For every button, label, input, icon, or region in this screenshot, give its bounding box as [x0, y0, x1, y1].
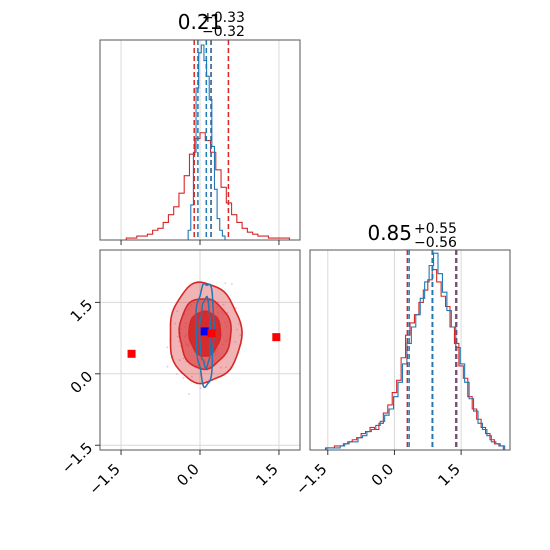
- quantile-lines: [406, 250, 458, 450]
- marginal-panel-param2: −1.5 0.0 1.5 0.85 +0.55 −0.56: [292, 221, 511, 499]
- panel-title: 0.85: [367, 221, 412, 245]
- sample-point: [179, 345, 182, 348]
- sample-point: [230, 283, 233, 285]
- marker-red-square: [272, 333, 281, 342]
- sample-point: [176, 310, 179, 313]
- y-tick-label: −1.5: [58, 439, 96, 477]
- sample-point: [178, 340, 180, 343]
- y-ticks: −1.5 0.0 1.5: [58, 296, 100, 477]
- sample-point: [234, 341, 237, 343]
- contour-panel: −1.5 0.0 1.5 −1.5 0.0 1.5: [58, 249, 301, 499]
- marginal-panel-param1: 0.21 +0.33 −0.32: [99, 10, 301, 245]
- quantile-lines: [193, 40, 230, 240]
- sample-point: [220, 366, 222, 369]
- sample-point: [225, 366, 228, 369]
- marker-points: [127, 327, 281, 358]
- panel-title: 0.21: [178, 10, 223, 34]
- sample-point: [178, 359, 181, 362]
- x-tick-label: 1.5: [252, 460, 282, 490]
- sample-point: [191, 375, 193, 378]
- sample-point: [224, 282, 227, 284]
- x-tick-label: 0.0: [173, 460, 203, 490]
- sample-point: [226, 311, 229, 314]
- histogram-red-series: [325, 269, 504, 450]
- title-lower-error: −0.56: [414, 235, 457, 251]
- blue-contours: [195, 282, 215, 389]
- sample-point: [176, 335, 179, 338]
- title-median: 0.21: [178, 10, 223, 34]
- title-upper-error: +0.55: [414, 221, 457, 237]
- contour-level-blue: [198, 295, 211, 370]
- histogram-red-series: [125, 132, 291, 240]
- contour-level-blue: [195, 282, 215, 389]
- sample-point: [182, 357, 185, 360]
- title-lower-error: −0.32: [202, 24, 245, 40]
- sample-point: [174, 322, 177, 325]
- grid: [120, 40, 280, 240]
- sample-point: [199, 387, 202, 390]
- grid: [100, 250, 300, 450]
- sample-point: [166, 365, 169, 368]
- marker-red-square: [207, 329, 216, 338]
- histogram-blue-series: [326, 252, 506, 450]
- axes-frame: [309, 249, 511, 451]
- sample-point: [239, 334, 242, 336]
- y-tick-label: 1.5: [67, 296, 97, 326]
- x-ticks: −1.5 0.0 1.5: [85, 450, 282, 499]
- y-tick-label: 0.0: [67, 367, 97, 397]
- marker-blue-square: [200, 327, 209, 336]
- sample-point: [166, 346, 169, 349]
- sample-point: [222, 303, 225, 306]
- x-tick-label: 0.0: [368, 460, 398, 490]
- sample-point: [188, 393, 190, 395]
- x-ticks: [120, 240, 280, 245]
- marker-red-square: [127, 349, 136, 358]
- x-ticks: −1.5 0.0 1.5: [292, 450, 464, 499]
- sample-point: [182, 377, 185, 379]
- sample-point: [236, 328, 239, 331]
- sample-point: [217, 301, 220, 304]
- sample-point: [237, 323, 240, 325]
- title-upper-error: +0.33: [202, 10, 245, 26]
- x-tick-label: 1.5: [434, 460, 464, 490]
- sample-point: [175, 373, 178, 376]
- sample-point: [234, 307, 237, 310]
- grid: [327, 250, 462, 450]
- x-tick-label: −1.5: [292, 460, 330, 498]
- x-tick-label: −1.5: [85, 460, 123, 498]
